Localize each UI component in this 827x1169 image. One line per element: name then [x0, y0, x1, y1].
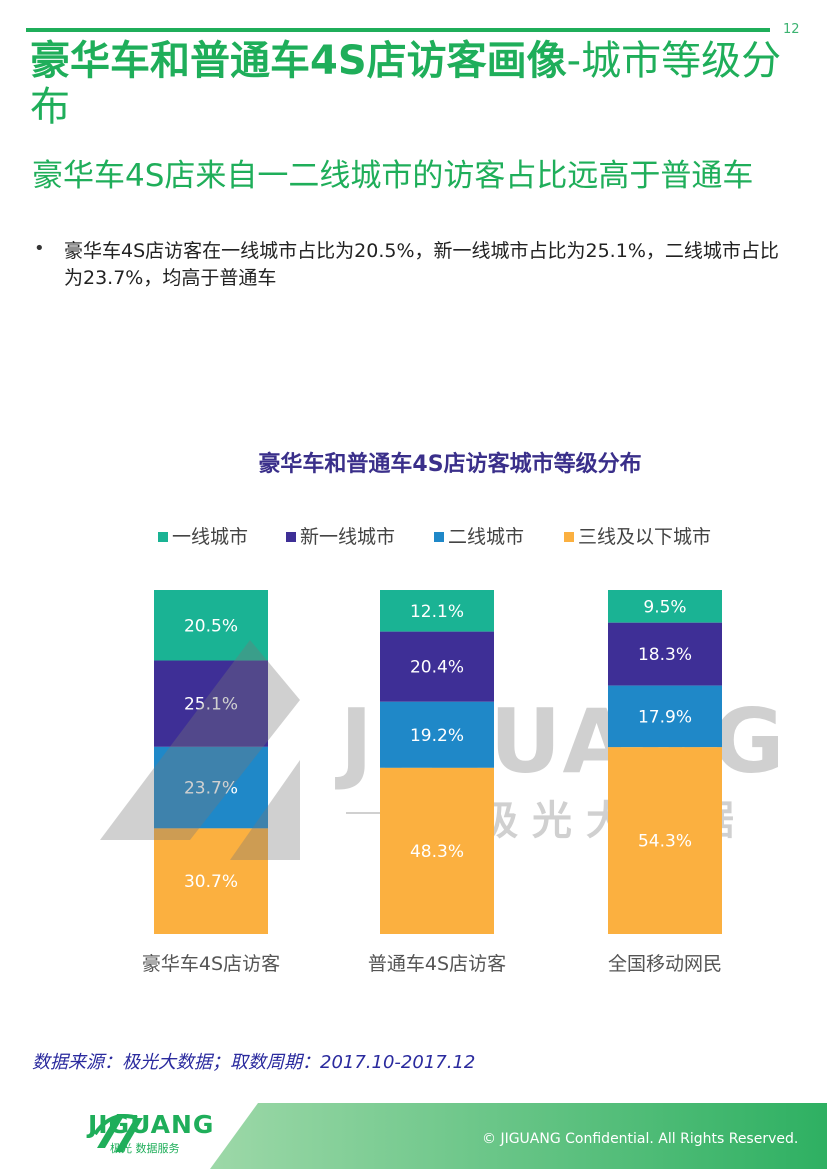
data-label: 17.9%	[638, 707, 692, 727]
data-label: 18.3%	[638, 645, 692, 665]
legend-swatch	[434, 532, 444, 542]
data-label: 20.5%	[184, 616, 238, 636]
logo-wordmark: JIGUANG	[88, 1110, 215, 1139]
legend-label: 一线城市	[172, 526, 249, 548]
legend-label: 三线及以下城市	[578, 526, 712, 548]
bar-segment	[608, 747, 722, 934]
bar-segment	[380, 767, 494, 934]
bar-segment	[608, 622, 722, 686]
data-label: 23.7%	[184, 779, 238, 799]
data-label: 19.2%	[410, 726, 464, 746]
legend-swatch	[286, 532, 296, 542]
category-label: 普通车4S店访客	[368, 953, 506, 975]
legend-label: 新一线城市	[300, 526, 396, 548]
footer-copyright: © JIGUANG Confidential. All Rights Reser…	[482, 1131, 799, 1147]
bar-segment	[154, 746, 268, 829]
stacked-bar-chart: 20.5% 25.1% 23.7% 30.7% 豪华车4S店访客 12.1% 20.4% 19…	[100, 590, 722, 975]
category-label: 全国移动网民	[608, 953, 722, 975]
data-label: 30.7%	[184, 872, 238, 892]
bar-segment	[380, 701, 494, 768]
bar-segment	[608, 590, 722, 623]
data-label: 20.4%	[410, 658, 464, 678]
data-label: 48.3%	[410, 842, 464, 862]
data-source: 数据来源：极光大数据；取数周期：2017.10-2017.12	[32, 1052, 476, 1073]
watermark-icon	[100, 640, 300, 860]
legend-swatch	[158, 532, 168, 542]
page-number: 12	[783, 22, 800, 37]
logo-subtitle: 极光 数据服务	[110, 1142, 180, 1155]
bar-segment	[608, 685, 722, 748]
chart-title: 豪华车和普通车4S店访客城市等级分布	[258, 452, 642, 477]
bullet-text: 豪华车4S店访客在一线城市占比为20.5%，新一线城市占比为25.1%，二线城市…	[64, 240, 779, 289]
category-label: 豪华车4S店访客	[142, 953, 280, 975]
footer-band	[210, 1103, 827, 1169]
bar-segment	[154, 828, 268, 934]
data-label: 12.1%	[410, 602, 464, 622]
bar-segment	[380, 631, 494, 702]
data-label: 9.5%	[643, 597, 686, 617]
jiguang-logo-icon	[93, 1114, 143, 1152]
page-subtitle: 豪华车4S店来自一二线城市的访客占比远高于普通车	[32, 158, 754, 194]
top-rule	[26, 28, 770, 32]
bullet-dot: •	[34, 238, 45, 259]
legend-label: 二线城市	[448, 526, 525, 548]
page-title-main: 豪华车和普通车4S店访客画像	[30, 38, 567, 84]
page-title: 豪华车和普通车4S店访客画像-城市等级分布	[30, 38, 800, 130]
bar-segment	[154, 660, 268, 747]
data-label: 25.1%	[184, 695, 238, 715]
data-label: 54.3%	[638, 832, 692, 852]
bar-segment	[154, 590, 268, 661]
bar-segment	[380, 590, 494, 632]
page-title-tail: -城市等级分布	[30, 38, 782, 130]
legend-swatch	[564, 532, 574, 542]
